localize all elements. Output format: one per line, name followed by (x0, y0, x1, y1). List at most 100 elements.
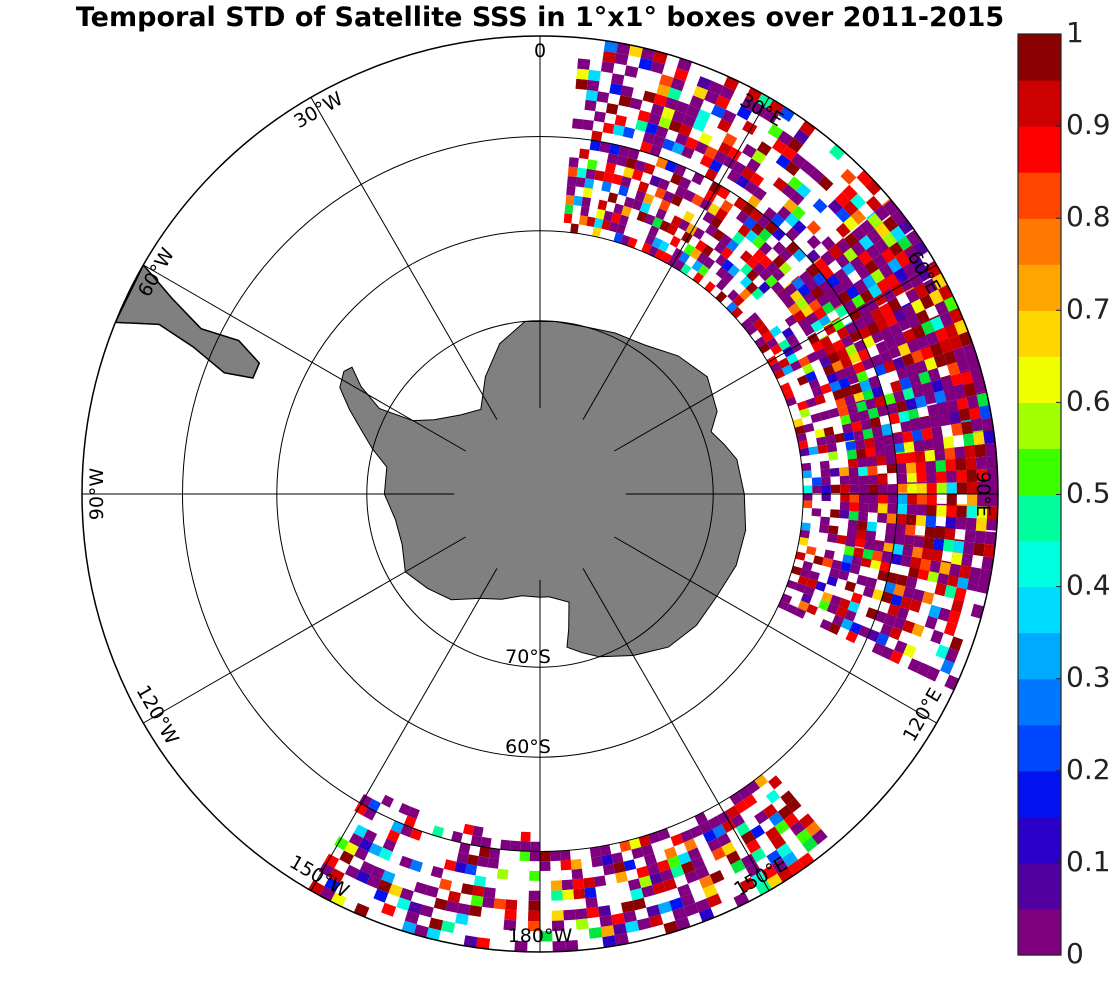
data-cell (955, 517, 967, 530)
data-cell (627, 148, 640, 160)
data-cell (577, 58, 591, 70)
data-cell (887, 503, 898, 514)
data-cell (892, 543, 904, 556)
data-cell (705, 224, 718, 237)
data-cell (692, 227, 705, 240)
data-cell (749, 172, 765, 187)
data-cell (876, 632, 890, 647)
data-cell (887, 484, 898, 494)
data-cell (903, 643, 917, 659)
data-cell (493, 898, 506, 910)
data-cell (530, 841, 540, 852)
data-cell (897, 482, 908, 493)
data-cell (750, 871, 767, 887)
data-cell (831, 360, 844, 373)
data-cell (859, 219, 875, 235)
data-cell (819, 410, 831, 421)
data-cell (795, 551, 806, 561)
data-cell (885, 273, 900, 289)
data-cell (915, 515, 927, 527)
data-cell (373, 888, 389, 903)
data-cell (861, 312, 876, 327)
data-cell (759, 268, 772, 282)
data-cell (783, 812, 799, 828)
data-cell (942, 436, 955, 449)
data-cell (882, 199, 899, 216)
data-cell (883, 360, 897, 374)
data-cell (943, 387, 957, 402)
data-cell (831, 318, 845, 332)
data-cell (889, 626, 903, 641)
data-cell (419, 904, 434, 918)
data-cell (806, 235, 822, 250)
data-cell (382, 838, 397, 852)
data-cell (678, 176, 692, 190)
data-cell (800, 522, 811, 531)
data-cell (628, 837, 642, 850)
colorbar-tick-label: 0.8 (1066, 200, 1111, 233)
data-cell (839, 501, 850, 511)
data-cell (586, 79, 600, 92)
data-cell (895, 400, 908, 413)
data-cell (881, 552, 893, 564)
data-cell (682, 210, 695, 224)
latitude-label: 60°S (505, 736, 551, 758)
data-cell (798, 852, 815, 869)
data-cell (721, 109, 737, 124)
data-cell (770, 343, 783, 356)
data-cell (776, 843, 793, 859)
data-cell (880, 623, 893, 637)
data-cell (451, 830, 463, 843)
data-cell (966, 355, 981, 371)
data-cell (867, 629, 880, 643)
data-cell (784, 314, 798, 327)
data-cell (862, 335, 876, 349)
data-cell (726, 239, 740, 252)
data-cell (601, 854, 614, 866)
data-cell (757, 214, 771, 229)
data-cell (904, 524, 916, 536)
data-cell (651, 237, 663, 249)
data-cell (572, 118, 584, 130)
data-cell (657, 859, 671, 873)
data-cell (786, 353, 799, 365)
data-cell (632, 897, 647, 911)
data-cell (828, 525, 839, 535)
data-cell (887, 603, 900, 617)
data-cell (840, 561, 852, 573)
data-cell (771, 268, 785, 282)
data-cell (878, 494, 888, 504)
data-cell (455, 912, 469, 926)
data-cell (936, 471, 947, 483)
data-cell (625, 157, 637, 170)
colorbar-swatch (1018, 356, 1061, 403)
data-cell (976, 579, 990, 594)
data-cell (640, 47, 656, 61)
data-cell (426, 927, 441, 941)
data-cell (618, 145, 631, 158)
data-cell (842, 200, 859, 217)
data-cell (795, 828, 812, 845)
data-cell (762, 330, 774, 343)
data-cell (838, 570, 850, 581)
data-cell (754, 810, 769, 825)
data-cell (882, 216, 899, 232)
data-cell (636, 210, 648, 223)
data-cell (846, 403, 859, 415)
data-cell (914, 360, 928, 374)
data-cell (898, 410, 910, 423)
data-cell (664, 97, 679, 111)
data-cell (806, 264, 821, 278)
data-cell (570, 223, 579, 234)
data-cell (678, 219, 691, 232)
data-cell (877, 474, 888, 485)
data-cell (826, 372, 839, 384)
data-cell (946, 470, 957, 483)
data-cell (892, 432, 904, 445)
data-cell (856, 170, 873, 187)
data-cell (953, 346, 967, 362)
data-cell (693, 85, 709, 100)
data-cell (731, 161, 747, 175)
data-cell (425, 885, 439, 898)
data-cell (979, 568, 992, 583)
